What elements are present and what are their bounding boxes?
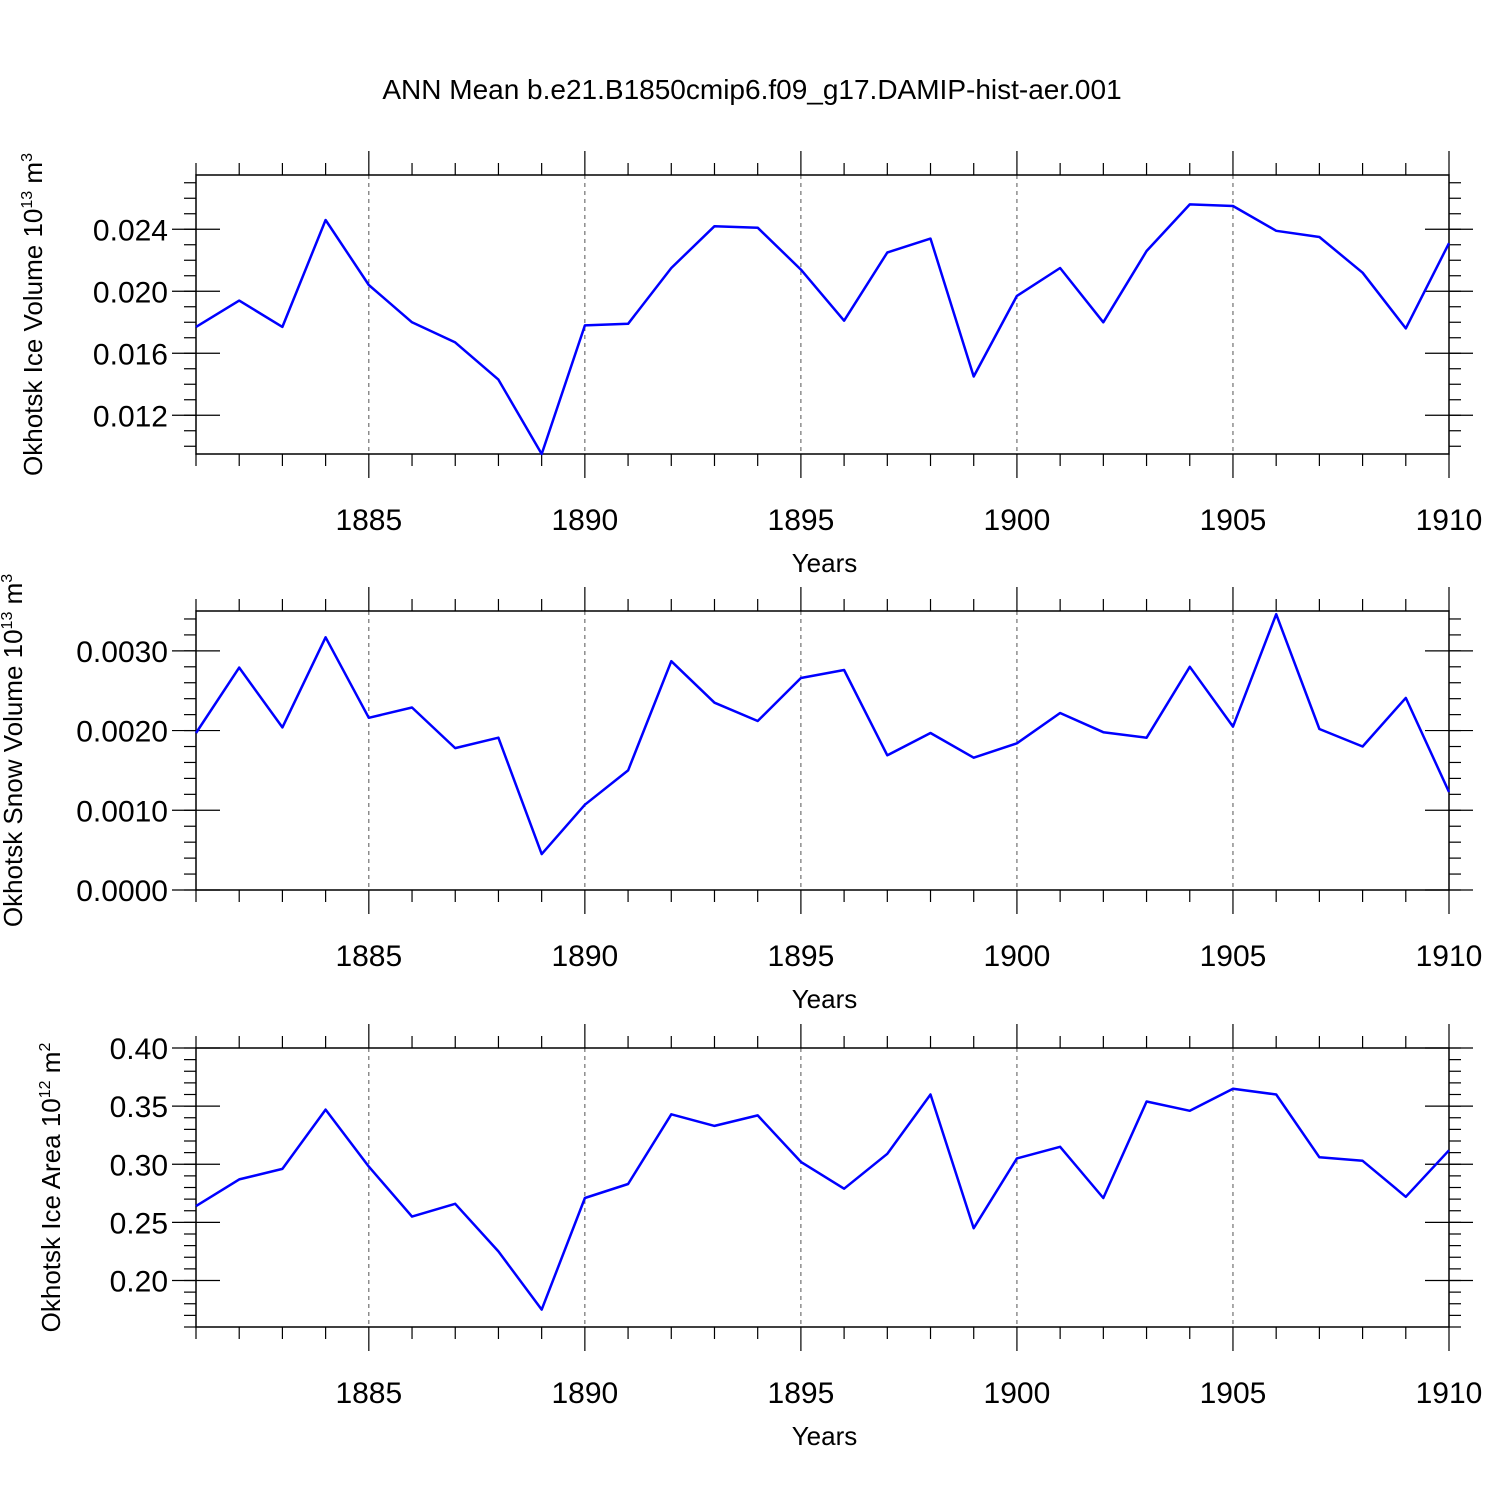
y-axis-title-unit: m [0,583,28,612]
y-axis-title-unit-exponent: 3 [0,574,16,583]
x-tick-label: 1895 [768,504,835,537]
x-axis-title: Years [792,548,858,578]
y-tick-label: 0.30 [110,1149,168,1182]
panel-3: 1885 1890 1895 1900 1905 1910 Years 0.20 0.25 0.3… [36,1024,1482,1451]
y-tick-label: 0.0000 [76,875,168,908]
x-tick-label: 1905 [1200,940,1267,973]
series-line [195,1087,1450,1311]
x-tick-label: 1890 [551,940,618,973]
panel-2: 1885 1890 1895 1900 1905 1910 Years 0.0000 0.001… [0,574,1482,1014]
y-axis-title-exponent: 13 [0,612,16,630]
x-tick-label: 1910 [1416,940,1483,973]
y-tick-label: 0.40 [110,1033,168,1066]
y-tick-label: 0.25 [110,1207,168,1240]
series-line [194,612,1451,856]
x-tick-label: 1910 [1416,1377,1483,1410]
y-axis-title: Okhotsk Ice Volume 1013 m3 [18,153,48,476]
x-axis-title: Years [792,984,858,1014]
x-tick-label: 1885 [335,1377,402,1410]
x-tick-label: 1905 [1200,504,1267,537]
x-tick-label: 1885 [335,504,402,537]
series-line [195,203,1451,456]
x-tick-label: 1900 [984,1377,1051,1410]
y-axis-title-unit-exponent: 3 [19,153,36,162]
plot-frame [195,610,1450,891]
x-tick-label: 1890 [551,1377,618,1410]
panel-1: 1885 1890 1895 1900 1905 1910 Years 0.012 0.016 0… [18,151,1482,578]
x-tick-label: 1900 [984,940,1051,973]
x-tick-label: 1895 [768,1377,835,1410]
y-axis-title-exponent: 12 [37,1080,54,1098]
x-axis-title: Years [792,1421,858,1451]
y-axis-title-unit: m [36,1052,66,1081]
y-axis-title-main: Okhotsk Ice Area 10 [36,1098,66,1332]
y-tick-label: 0.35 [110,1091,168,1124]
y-tick-label: 0.20 [110,1266,168,1299]
panels: 1885 1890 1895 1900 1905 1910 Years 0.012 0.016 0… [0,151,1482,1451]
y-tick-label: 0.020 [93,276,168,309]
plot-frame [195,174,1450,455]
y-axis-title: Okhotsk Snow Volume 1013 m3 [0,574,28,927]
y-tick-label: 0.0030 [76,636,168,669]
x-tick-label: 1885 [335,940,402,973]
y-axis-title-exponent: 13 [19,191,36,209]
y-axis-title-main: Okhotsk Ice Volume 10 [18,209,48,476]
y-axis-title-main: Okhotsk Snow Volume 10 [0,629,28,927]
x-tick-label: 1910 [1416,504,1483,537]
x-tick-label: 1895 [768,940,835,973]
y-tick-label: 0.016 [93,338,168,371]
y-tick-label: 0.024 [93,214,168,247]
y-axis-title: Okhotsk Ice Area 1012 m2 [36,1043,66,1333]
x-tick-label: 1905 [1200,1377,1267,1410]
y-tick-label: 0.012 [93,400,168,433]
y-tick-label: 0.0020 [76,716,168,749]
x-tick-label: 1890 [551,504,618,537]
y-axis-title-unit: m [18,162,48,191]
y-axis-title-unit-exponent: 2 [37,1043,54,1052]
x-tick-label: 1900 [984,504,1051,537]
figure-title: ANN Mean b.e21.B1850cmip6.f09_g17.DAMIP-… [382,74,1121,105]
plot-frame [195,1047,1450,1328]
y-tick-label: 0.0010 [76,795,168,828]
